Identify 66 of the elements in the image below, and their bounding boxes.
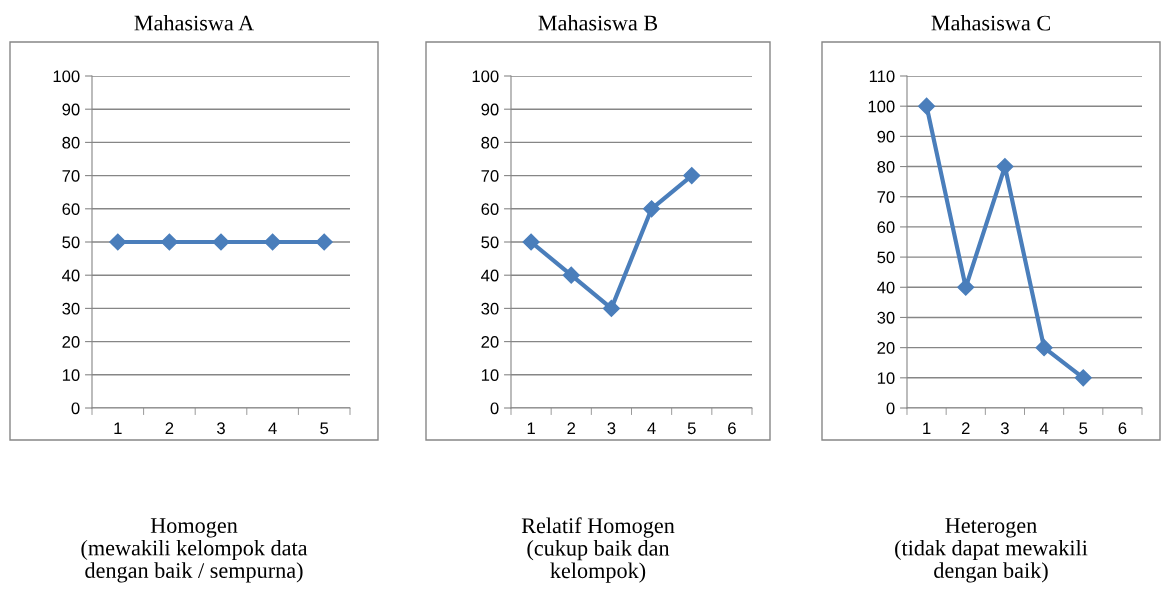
y-tick-label: 100 [868,100,895,113]
y-tick-label: 90 [877,130,895,143]
text: Heterogen (tidak dapat mewakili dengan baik) [895,518,1088,583]
y-tick-label: 20 [877,342,895,354]
y-tick-label: 50 [877,251,895,264]
point [996,157,1014,176]
x-tick-label: 6 [728,422,736,435]
x-tick-label: 1 [527,422,535,434]
point [522,233,540,251]
x-tick-label: 2 [961,422,970,434]
y-tick-label: 70 [481,170,499,182]
x-tick-label: 5 [687,422,696,435]
x-tick-label: 1 [114,422,122,434]
point [918,97,936,115]
chart-title: Mahasiswa A [134,14,255,31]
point [602,299,620,317]
y-tick-label: 90 [62,103,80,116]
chart-title: Mahasiswa B [538,14,658,31]
y-tick-label: 80 [877,160,895,173]
x-tick-label: 1 [923,422,931,434]
x-tick-label: 4 [1039,422,1049,434]
y-tick-label: 40 [877,281,895,294]
y-tick-label: 70 [877,191,895,203]
y-tick-label: 60 [481,203,499,215]
y-tick-label: 10 [62,369,80,381]
text: Relatif Homogen (cukup baik dan kelompok) [521,517,675,583]
x-tick-label: 4 [647,422,656,434]
y-tick-label: 80 [62,136,80,149]
y-tick-label: 60 [62,203,80,215]
y-tick-label: 40 [481,269,499,282]
x-tick-label: 5 [1079,422,1088,435]
y-tick-label: 10 [877,372,895,385]
y-tick-label: 0 [886,402,895,415]
x-tick-label: 2 [567,422,576,434]
y-tick-label: 60 [877,221,895,234]
x-tick-label: 5 [320,422,329,435]
y-tick-label: 50 [62,236,80,249]
y-tick-label: 110 [869,70,895,83]
x-tick-label: 2 [165,422,174,434]
y-tick-label: 100 [53,70,80,83]
x-tick-label: 4 [268,422,277,434]
point [683,167,701,185]
chart-title: Mahasiswa C [931,14,1050,31]
x-tick-label: 3 [607,422,616,435]
y-tick-label: 50 [481,236,499,249]
x-tick-label: 3 [1000,422,1009,435]
y-tick-label: 0 [71,402,80,415]
point [1074,369,1092,387]
y-tick-label: 10 [481,369,499,381]
point [562,266,580,284]
y-tick-label: 20 [62,336,80,348]
x-tick-label: 6 [1118,422,1127,435]
y-tick-label: 30 [62,302,80,315]
y-tick-label: 30 [481,302,499,315]
y-tick-label: 40 [62,269,80,282]
y-tick-label: 90 [481,103,499,116]
x-tick-label: 3 [217,422,225,435]
point [1035,339,1053,357]
text: Homogen (mewakili kelompok data dengan baik / sempurna) [81,518,308,583]
y-tick-label: 80 [481,136,499,149]
y-tick-label: 30 [877,311,895,324]
y-tick-label: 0 [490,402,499,415]
y-tick-label: 70 [62,170,80,182]
y-tick-label: 100 [472,70,499,83]
y-tick-label: 20 [481,336,499,348]
point [643,200,661,218]
